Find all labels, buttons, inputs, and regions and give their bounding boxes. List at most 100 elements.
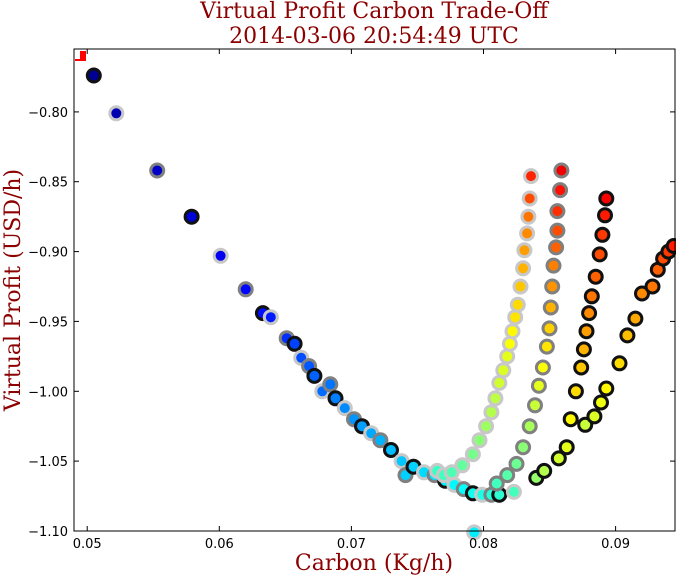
series-6: [466, 524, 483, 541]
data-point: [619, 327, 636, 344]
data-point: [593, 394, 609, 411]
data-point: [530, 377, 547, 394]
data-point: [508, 455, 525, 472]
data-point: [534, 359, 551, 376]
data-point: [548, 239, 565, 256]
data-point: [541, 320, 558, 337]
data-point: [665, 238, 676, 254]
data-point: [487, 390, 504, 407]
data-point: [627, 310, 644, 327]
data-point: [108, 105, 125, 122]
y-tick-label: −0.80: [28, 106, 68, 121]
plot-frame: [73, 48, 676, 532]
y-tick-label: −0.95: [28, 315, 68, 330]
data-point: [501, 335, 518, 352]
x-tick-label: 0.08: [469, 537, 498, 552]
series-3: [488, 162, 570, 492]
data-point: [454, 457, 471, 474]
y-axis-label: Virtual Profit (USD/h): [1, 169, 26, 412]
data-point: [499, 348, 516, 365]
data-point: [262, 309, 279, 326]
data-point: [85, 67, 102, 84]
data-point: [509, 296, 526, 313]
chart-title-line2: 2014-03-06 20:54:49 UTC: [229, 24, 519, 49]
data-point: [183, 208, 200, 225]
data-point: [515, 260, 532, 277]
data-point: [519, 225, 536, 242]
data-point: [523, 168, 539, 185]
x-tick-label: 0.05: [73, 537, 102, 552]
data-point: [505, 483, 522, 500]
data-point: [512, 278, 529, 295]
data-point: [515, 439, 532, 456]
y-tick-label: −0.90: [28, 246, 68, 261]
data-point: [549, 222, 566, 239]
data-point: [644, 278, 661, 295]
x-tick-label: 0.09: [601, 537, 630, 552]
data-point: [597, 207, 613, 224]
data-point: [149, 162, 166, 179]
data-point: [552, 182, 569, 199]
data-point: [443, 464, 460, 481]
chart-title-line1: Virtual Profit Carbon Trade-Off: [199, 0, 549, 24]
data-point: [383, 442, 399, 458]
data-point: [562, 411, 579, 428]
data-point: [581, 305, 598, 322]
data-point: [611, 355, 628, 372]
data-point: [372, 432, 389, 449]
data-point: [478, 418, 495, 435]
x-tick-label: 0.07: [337, 537, 366, 552]
data-point: [322, 376, 339, 393]
data-point: [558, 439, 575, 456]
data-point: [507, 309, 524, 326]
data-point: [499, 467, 516, 484]
data-point: [545, 257, 562, 274]
data-point: [591, 246, 608, 263]
y-tick-label: −1.10: [28, 525, 68, 540]
data-point: [538, 338, 555, 355]
data-point: [306, 367, 323, 384]
data-point: [516, 242, 533, 259]
series-5: [577, 238, 676, 433]
data-point: [527, 397, 543, 414]
data-point: [336, 400, 353, 417]
data-point: [573, 359, 590, 376]
data-point: [237, 281, 254, 298]
data-point: [483, 404, 500, 421]
data-point: [594, 226, 611, 243]
series-2: [429, 168, 539, 484]
corner-marker: [75, 51, 86, 61]
data-point: [634, 285, 650, 302]
data-point: [578, 323, 595, 340]
data-point: [521, 190, 538, 207]
data-point: [327, 390, 344, 407]
data-point: [212, 247, 229, 264]
x-axis-label: Carbon (Kg/h): [295, 551, 453, 575]
x-tick-label: 0.06: [205, 537, 234, 552]
plot-area: [74, 49, 675, 531]
y-tick-label: −1.00: [28, 385, 68, 400]
data-point: [504, 323, 521, 340]
data-point: [488, 475, 505, 492]
data-point: [286, 335, 303, 352]
series-4: [528, 190, 615, 486]
data-point: [583, 288, 600, 305]
data-point: [495, 362, 512, 379]
data-point: [575, 341, 592, 358]
data-point: [544, 278, 561, 295]
y-tick-label: −1.05: [28, 455, 68, 470]
data-point: [542, 299, 559, 316]
data-point: [567, 383, 584, 400]
data-point: [598, 190, 615, 207]
data-point: [471, 432, 488, 449]
data-point: [521, 418, 538, 435]
data-point: [553, 162, 570, 179]
data-point: [520, 208, 537, 225]
data-point: [466, 524, 483, 541]
data-point: [549, 203, 566, 220]
y-tick-label: −0.85: [28, 176, 68, 191]
data-point: [464, 446, 481, 463]
data-point: [586, 408, 603, 425]
data-point: [536, 462, 553, 479]
